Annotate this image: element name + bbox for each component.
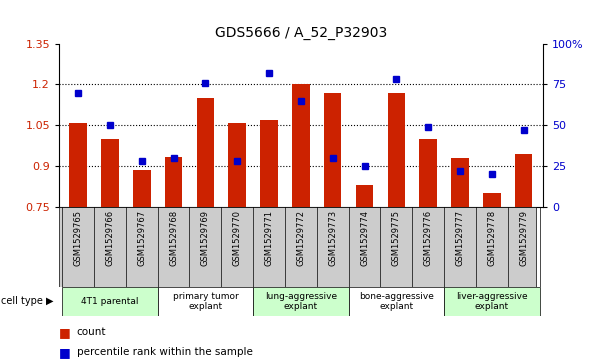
Bar	[292, 85, 310, 207]
Text: GSM1529766: GSM1529766	[106, 210, 114, 266]
Bar	[515, 154, 532, 207]
Text: GSM1529765: GSM1529765	[74, 210, 83, 266]
Text: GSM1529770: GSM1529770	[232, 210, 242, 266]
Bar	[158, 287, 253, 316]
Text: GSM1529773: GSM1529773	[328, 210, 337, 266]
Bar	[483, 193, 501, 207]
Bar	[62, 287, 158, 316]
Text: GSM1529772: GSM1529772	[296, 210, 306, 266]
Bar	[444, 287, 540, 316]
Bar	[196, 98, 214, 207]
Text: GSM1529779: GSM1529779	[519, 210, 528, 266]
Bar	[253, 287, 349, 316]
Bar	[228, 122, 246, 207]
Text: bone-aggressive
explant: bone-aggressive explant	[359, 291, 434, 311]
Text: GSM1529776: GSM1529776	[424, 210, 432, 266]
Bar	[419, 139, 437, 207]
Bar	[388, 93, 405, 207]
Text: GSM1529767: GSM1529767	[137, 210, 146, 266]
Text: ■: ■	[59, 346, 71, 359]
Bar	[260, 120, 278, 207]
Text: GSM1529775: GSM1529775	[392, 210, 401, 266]
Bar	[165, 156, 182, 207]
Text: cell type ▶: cell type ▶	[1, 296, 53, 306]
Bar	[356, 185, 373, 207]
Text: 4T1 parental: 4T1 parental	[81, 297, 139, 306]
Bar	[451, 158, 469, 207]
Text: liver-aggressive
explant: liver-aggressive explant	[456, 291, 527, 311]
Text: primary tumor
explant: primary tumor explant	[172, 291, 238, 311]
Title: GDS5666 / A_52_P32903: GDS5666 / A_52_P32903	[215, 26, 387, 40]
Bar	[101, 139, 119, 207]
Bar	[349, 287, 444, 316]
Text: GSM1529768: GSM1529768	[169, 210, 178, 266]
Text: GSM1529771: GSM1529771	[264, 210, 274, 266]
Text: GSM1529778: GSM1529778	[487, 210, 496, 266]
Bar	[133, 170, 150, 207]
Text: count: count	[77, 327, 106, 337]
Text: percentile rank within the sample: percentile rank within the sample	[77, 347, 253, 357]
Text: ■: ■	[59, 326, 71, 339]
Text: lung-aggressive
explant: lung-aggressive explant	[265, 291, 337, 311]
Text: GSM1529769: GSM1529769	[201, 210, 210, 266]
Bar	[70, 122, 87, 207]
Text: GSM1529774: GSM1529774	[360, 210, 369, 266]
Bar	[324, 93, 342, 207]
Text: GSM1529777: GSM1529777	[455, 210, 464, 266]
